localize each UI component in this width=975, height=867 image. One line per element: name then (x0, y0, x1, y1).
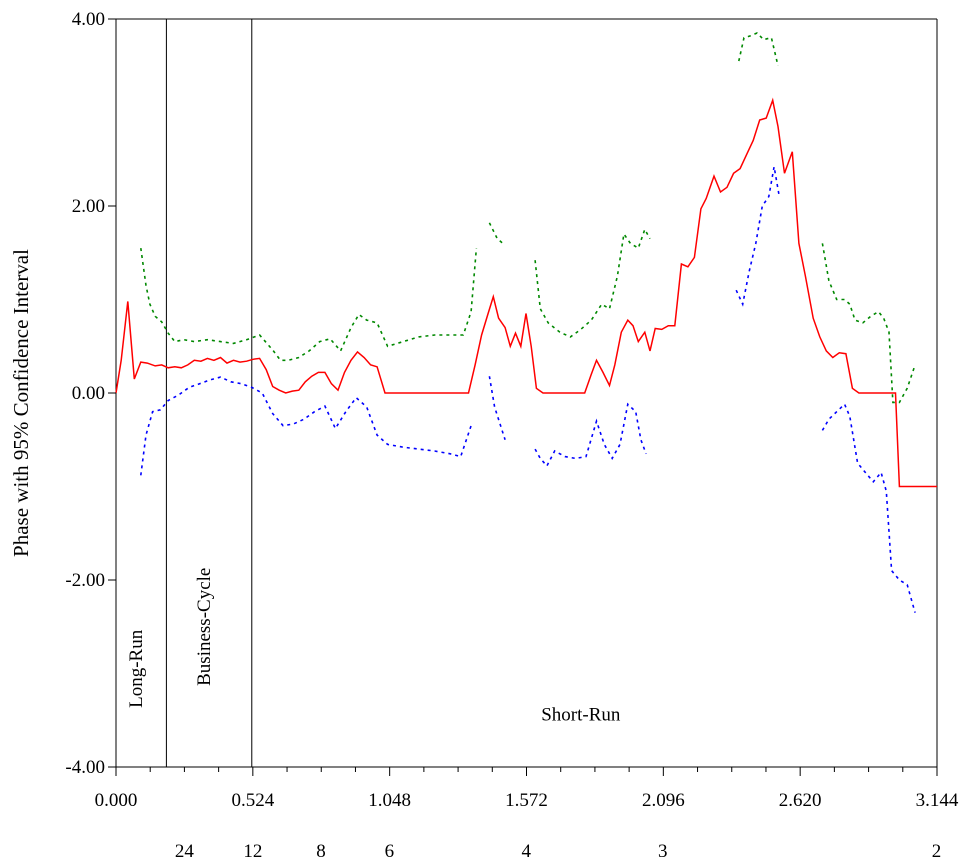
plot-area (115, 18, 938, 768)
x-tick-label: 1.048 (368, 790, 411, 811)
x-tick-label: 2.096 (642, 790, 685, 811)
y-axis: 4.00 2.00 0.00 -2.00 -4.00 (65, 9, 116, 778)
period-axis: 24 12 8 6 4 3 2 (175, 841, 941, 862)
series-line-0 (115, 97, 937, 488)
frequency-bands (165, 19, 253, 767)
period-label: 24 (175, 841, 195, 862)
region-label: Business-Cycle (194, 568, 215, 686)
y-axis-title: Phase with 95% Confidence Interval (9, 249, 33, 557)
y-tick-label: -4.00 (65, 757, 105, 778)
x-axis: 0.000 0.524 1.048 1.572 2.096 2.620 3.144 (95, 767, 959, 811)
series-line-1 (488, 222, 506, 246)
period-label: 4 (521, 841, 531, 862)
series-line-2 (735, 166, 781, 307)
series-line-2 (534, 402, 647, 468)
series-line-2 (821, 402, 916, 613)
y-tick-label: -2.00 (65, 570, 105, 591)
y-tick-label: 4.00 (72, 9, 105, 30)
series-line-1 (821, 243, 916, 404)
region-label: Short-Run (541, 704, 621, 725)
series-line-1 (738, 32, 779, 66)
series-line-1 (534, 227, 651, 338)
series-line-1 (140, 247, 478, 362)
x-tick-label: 1.572 (505, 790, 548, 811)
period-label: 12 (243, 841, 262, 862)
region-label: Long-Run (126, 629, 147, 708)
series-line-2 (488, 376, 506, 441)
region-labels: Long-Run Business-Cycle Short-Run (126, 568, 621, 726)
y-tick-label: 2.00 (72, 196, 105, 217)
x-tick-label: 0.524 (231, 790, 274, 811)
period-label: 6 (385, 841, 395, 862)
series-layer (115, 32, 937, 613)
y-tick-label: 0.00 (72, 383, 105, 404)
period-label: 2 (932, 841, 942, 862)
x-tick-label: 2.620 (779, 790, 822, 811)
period-label: 8 (316, 841, 326, 862)
x-tick-label: 3.144 (916, 790, 959, 811)
period-label: 3 (658, 841, 668, 862)
series-line-2 (140, 376, 472, 476)
x-tick-label: 0.000 (95, 790, 138, 811)
